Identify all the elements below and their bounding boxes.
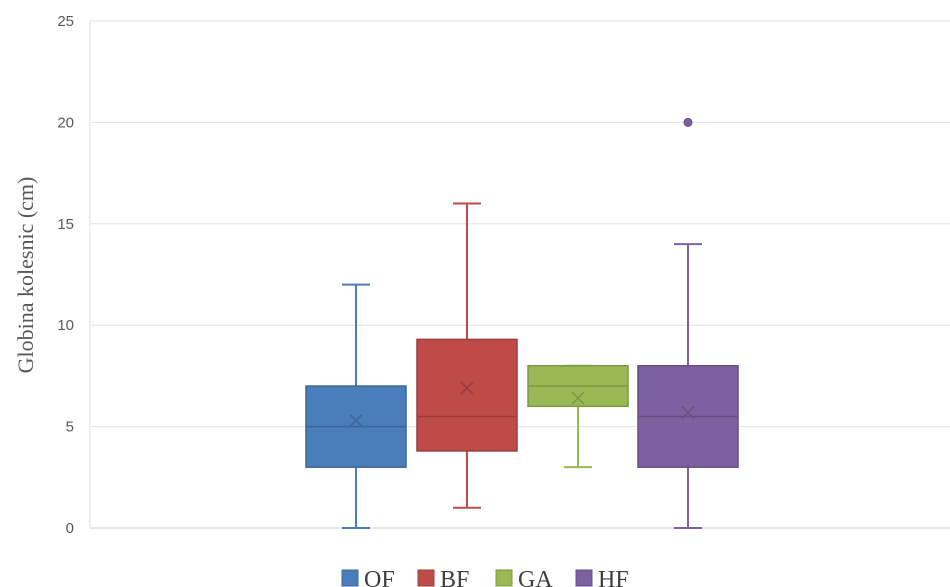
mean-marker <box>460 381 474 395</box>
y-tick-label: 0 <box>66 520 74 537</box>
mean-marker <box>681 405 695 419</box>
legend-swatch <box>495 569 513 587</box>
legend-swatch <box>417 569 435 587</box>
y-tick-label: 15 <box>57 216 74 233</box>
legend-label: HF <box>598 567 629 587</box>
outlier-point <box>683 117 693 127</box>
y-axis-tick-labels: 0 5 10 15 20 25 <box>57 13 74 537</box>
mean-marker <box>571 391 585 405</box>
box-of <box>305 283 407 529</box>
y-tick-label: 20 <box>57 114 74 131</box>
y-tick-label: 10 <box>57 317 74 334</box>
box-hf <box>637 117 739 529</box>
iqr-box <box>416 338 518 452</box>
box-bf <box>416 202 518 509</box>
legend-item-ga: GA <box>495 567 553 587</box>
legend: OF BF GA HF <box>341 567 629 587</box>
legend-label: GA <box>518 567 553 587</box>
mean-marker <box>349 413 363 428</box>
legend-label: OF <box>364 567 395 587</box>
legend-item-hf: HF <box>575 567 629 587</box>
box-ga <box>527 364 629 469</box>
y-tick-label: 25 <box>57 13 74 30</box>
y-tick-label: 5 <box>66 419 74 436</box>
box-series <box>305 117 739 529</box>
gridlines <box>89 20 950 529</box>
legend-swatch <box>341 569 359 587</box>
legend-item-of: OF <box>341 567 395 587</box>
legend-swatch <box>575 569 593 587</box>
legend-item-bf: BF <box>417 567 469 587</box>
legend-label: BF <box>440 567 469 587</box>
y-axis-label: Globina kolesnic (cm) <box>13 177 38 374</box>
